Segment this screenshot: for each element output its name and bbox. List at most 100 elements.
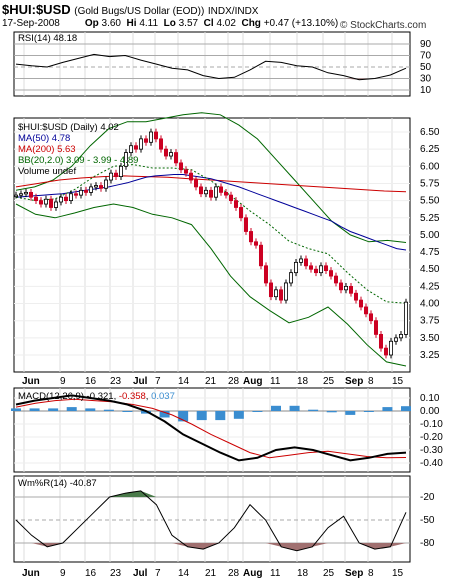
macd-hist-bar-1 [29, 408, 40, 411]
macd-signal-value: -0.358 [118, 391, 146, 402]
rsi-label: RSI(14) 48.18 [18, 33, 78, 44]
candle-body-30 [163, 148, 168, 157]
exchange: INDX/INDX [207, 6, 259, 17]
candle-body-40 [213, 186, 218, 198]
macd-tick-label-3: -0.20 [420, 432, 443, 443]
candle-body-0 [13, 194, 18, 198]
price-tick-label-3: 5.75 [420, 178, 440, 189]
x-axis-label-0-0: Jun [22, 376, 40, 387]
macd-hist-bar-4 [85, 408, 96, 411]
x-axis-label-1-13: Sep [345, 568, 363, 579]
candle-body-27 [148, 131, 153, 143]
candle-body-10 [64, 196, 69, 202]
x-axis-label-0-12: 25 [323, 376, 335, 387]
candle-body-6 [44, 198, 49, 205]
x-axis-label-0-9: Aug [243, 376, 262, 387]
candle-body-56 [293, 261, 298, 274]
macd-value: -0.321 [86, 391, 114, 402]
candle-body-64 [333, 275, 338, 284]
candle-body-20 [114, 172, 119, 178]
candle-body-31 [168, 152, 173, 157]
x-axis-label-1-14: 8 [368, 568, 374, 579]
macd-hist-bar-6 [122, 411, 133, 412]
candle-body-29 [158, 138, 163, 150]
candle-body-46 [243, 217, 248, 232]
macd-legend: MACD(12,26,9) -0.321, -0.358, 0.037 [18, 391, 175, 402]
macd-hist-bar-9 [178, 411, 189, 422]
macd-tick-label-5: -0.40 [420, 458, 443, 469]
rsi-tick-label-10: 10 [420, 85, 432, 96]
candle-body-74 [383, 347, 388, 356]
candle-body-12 [74, 193, 79, 196]
candle-body-15 [89, 186, 94, 193]
candle-body-16 [94, 185, 99, 188]
price-tick-label-13: 3.25 [420, 350, 440, 361]
candle-body-2 [23, 191, 28, 195]
x-axis-label-0-11: 18 [297, 376, 309, 387]
candle-body-37 [198, 186, 203, 195]
candle-body-69 [358, 299, 363, 308]
candle-body-26 [143, 138, 148, 143]
x-axis-label-1-9: Aug [243, 568, 262, 579]
candle-body-35 [188, 172, 193, 181]
x-axis-label-1-12: 25 [323, 568, 335, 579]
candle-body-57 [298, 258, 303, 263]
x-axis-label-0-14: 8 [368, 376, 374, 387]
candle-body-63 [328, 270, 333, 277]
candle-body-53 [278, 289, 283, 301]
price-tick-label-11: 3.75 [420, 316, 440, 327]
panel-frame-willr [13, 475, 411, 563]
candle-body-44 [233, 200, 238, 208]
chg-label: Chg [241, 18, 261, 29]
price-tick-label-10: 4.00 [420, 299, 440, 310]
hi-label: Hi [126, 18, 137, 29]
ma200-legend: MA(200) 5.63 [18, 144, 76, 155]
candle-body-54 [283, 282, 288, 301]
willr-oversold-fill [16, 543, 406, 551]
x-axis-label-0-1: 9 [60, 376, 66, 387]
macd-signal-line [15, 398, 407, 459]
candle-body-45 [238, 207, 243, 219]
price-tick-label-4: 5.50 [420, 196, 440, 207]
symbol: $HUI:$USD [2, 2, 71, 17]
x-axis-label-1-6: 14 [178, 568, 190, 579]
candle-body-21 [119, 165, 124, 178]
bb-legend: BB(20,2.0) 3.09 - 3.99 - 4.89 [18, 155, 139, 166]
lo-value: 3.57 [178, 18, 199, 29]
candle-body-47 [248, 231, 253, 243]
candle-body-13 [79, 189, 84, 196]
candle-body-33 [178, 162, 183, 171]
candle-body-51 [268, 282, 273, 298]
candle-body-67 [348, 285, 353, 294]
candle-body-1 [18, 193, 23, 196]
candle-body-14 [84, 189, 89, 193]
macd-tick-label-0: 0.10 [420, 393, 440, 404]
rsi-line [15, 53, 407, 81]
macd-hist-bar-14 [271, 405, 281, 411]
macd-hist-bar-20 [382, 407, 393, 411]
candle-body-19 [109, 172, 114, 181]
lo-label: Lo [163, 18, 176, 29]
price-tick-label-1: 6.25 [420, 144, 440, 155]
candle-body-50 [263, 265, 268, 284]
candle-body-8 [54, 201, 59, 208]
x-axis-label-1-8: 28 [228, 568, 240, 579]
x-axis-label-0-10: 11 [270, 376, 281, 387]
x-axis-label-0-7: 21 [205, 376, 217, 387]
chart-header: $HUI:$USD (Gold Bugs/US Dollar (EOD)) IN… [2, 2, 258, 17]
x-axis-label-1-3: 23 [110, 568, 122, 579]
volume-legend: Volume undef [18, 166, 77, 177]
candle-body-4 [34, 196, 39, 202]
price-tick-label-8: 4.50 [420, 264, 440, 275]
candle-body-68 [353, 292, 358, 301]
ma200-line [15, 175, 407, 193]
candle-body-38 [203, 189, 208, 195]
candle-body-25 [138, 138, 143, 150]
willr-tick-label--50: -50 [420, 515, 435, 526]
candle-body-17 [99, 185, 104, 189]
rsi-tick-label-50: 50 [420, 62, 432, 73]
ma50-legend: MA(50) 4.78 [18, 133, 71, 144]
candle-body-58 [303, 258, 308, 267]
candle-body-42 [223, 191, 228, 196]
